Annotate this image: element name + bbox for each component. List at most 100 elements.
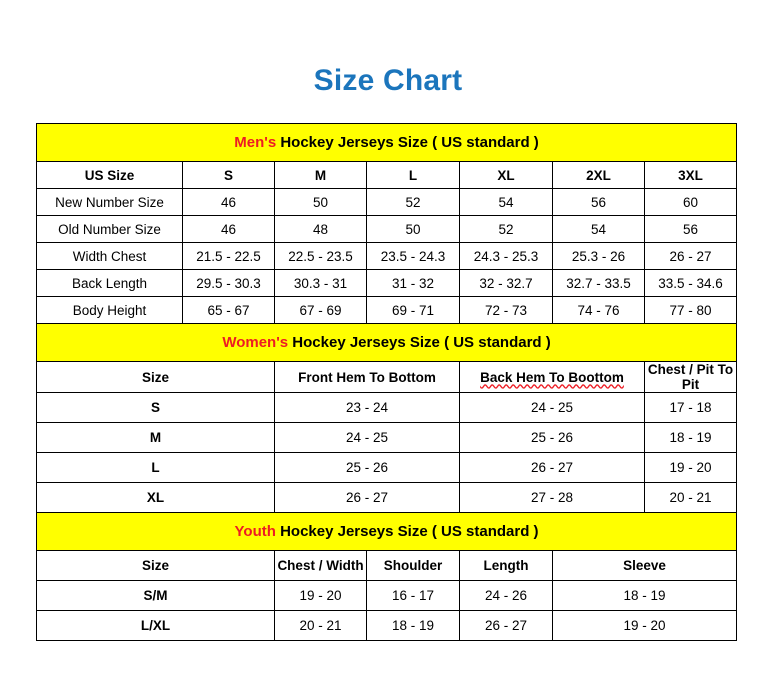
mens-cell-0-4: 56 [552, 188, 645, 216]
womens-col-header-1: Front Hem To Bottom [274, 361, 460, 393]
womens-header-row: Size Front Hem To Bottom Back Hem To Boo… [36, 361, 738, 393]
mens-cell-3-4: 32.7 - 33.5 [552, 269, 645, 297]
womens-col-header-2-text: Back Hem To Boottom [480, 369, 624, 385]
mens-row-label-1: Old Number Size [36, 215, 183, 243]
mens-cell-2-5: 26 - 27 [643, 242, 738, 270]
youth-row-label-0: S/M [36, 580, 275, 611]
womens-cell-1-0: 24 - 25 [274, 422, 460, 453]
mens-col-header-1: S [182, 161, 275, 189]
mens-col-header-0: US Size [36, 161, 183, 189]
mens-cell-1-4: 54 [552, 215, 645, 243]
mens-cell-0-0: 46 [182, 188, 275, 216]
mens-cell-4-0: 65 - 67 [182, 296, 275, 324]
mens-banner-rest: Hockey Jerseys Size ( US standard ) [276, 134, 539, 151]
table-row: S 23 - 24 24 - 25 17 - 18 [36, 392, 738, 423]
mens-cell-2-2: 23.5 - 24.3 [366, 242, 460, 270]
mens-header-row: US Size S M L XL 2XL 3XL [36, 161, 738, 189]
youth-cell-1-0: 20 - 21 [274, 610, 367, 641]
youth-cell-1-1: 18 - 19 [366, 610, 460, 641]
mens-banner-accent: Men's [234, 134, 277, 151]
youth-cell-1-3: 19 - 20 [551, 610, 738, 641]
mens-cell-2-0: 21.5 - 22.5 [182, 242, 275, 270]
mens-cell-3-0: 29.5 - 30.3 [182, 269, 275, 297]
youth-col-header-1: Chest / Width [274, 550, 367, 581]
table-row: M 24 - 25 25 - 26 18 - 19 [36, 422, 738, 453]
youth-banner-cell: Youth Hockey Jerseys Size ( US standard … [35, 512, 738, 551]
mens-col-header-2: M [274, 161, 367, 189]
mens-col-header-6: 3XL [643, 161, 738, 189]
womens-banner-rest: Hockey Jerseys Size ( US standard ) [288, 334, 551, 351]
mens-cell-3-1: 30.3 - 31 [274, 269, 367, 297]
mens-cell-1-3: 52 [459, 215, 553, 243]
youth-cell-0-2: 24 - 26 [459, 580, 553, 611]
womens-cell-3-2: 20 - 21 [643, 482, 738, 513]
table-row: Old Number Size 46 48 50 52 54 56 [36, 215, 738, 243]
mens-cell-1-1: 48 [274, 215, 367, 243]
womens-cell-2-1: 26 - 27 [459, 452, 645, 483]
table-row: XL 26 - 27 27 - 28 20 - 21 [36, 482, 738, 513]
page-title: Size Chart [313, 64, 463, 97]
womens-cell-0-0: 23 - 24 [274, 392, 460, 423]
table-row: L/XL 20 - 21 18 - 19 26 - 27 19 - 20 [36, 610, 738, 641]
womens-row-label-0: S [36, 392, 275, 423]
mens-cell-0-5: 60 [643, 188, 738, 216]
youth-col-header-2: Shoulder [366, 550, 460, 581]
mens-cell-4-4: 74 - 76 [552, 296, 645, 324]
mens-col-header-3: L [366, 161, 460, 189]
mens-cell-3-2: 31 - 32 [366, 269, 460, 297]
mens-cell-4-3: 72 - 73 [459, 296, 553, 324]
womens-cell-3-1: 27 - 28 [459, 482, 645, 513]
womens-banner-accent: Women's [222, 334, 289, 351]
mens-row-label-0: New Number Size [36, 188, 183, 216]
mens-banner-cell: Men's Hockey Jerseys Size ( US standard … [35, 123, 738, 162]
mens-row-label-2: Width Chest [36, 242, 183, 270]
youth-banner-rest: Hockey Jerseys Size ( US standard ) [275, 523, 539, 540]
mens-cell-1-0: 46 [182, 215, 275, 243]
womens-banner-row: Women's Hockey Jerseys Size ( US standar… [35, 323, 738, 362]
womens-cell-1-2: 18 - 19 [643, 422, 738, 453]
mens-cell-4-5: 77 - 80 [643, 296, 738, 324]
mens-cell-1-5: 56 [643, 215, 738, 243]
womens-col-header-2: Back Hem To Boottom [459, 361, 645, 393]
mens-row-label-4: Body Height [36, 296, 183, 324]
womens-cell-0-2: 17 - 18 [643, 392, 738, 423]
mens-cell-2-1: 22.5 - 23.5 [274, 242, 367, 270]
youth-header-row: Size Chest / Width Shoulder Length Sleev… [36, 550, 738, 581]
mens-cell-3-3: 32 - 32.7 [459, 269, 553, 297]
table-row: L 25 - 26 26 - 27 19 - 20 [36, 452, 738, 483]
mens-cell-0-2: 52 [366, 188, 460, 216]
mens-cell-0-1: 50 [274, 188, 367, 216]
table-row: Width Chest 21.5 - 22.5 22.5 - 23.5 23.5… [36, 242, 738, 270]
mens-cell-3-5: 33.5 - 34.6 [643, 269, 738, 297]
womens-cell-1-1: 25 - 26 [459, 422, 645, 453]
mens-cell-4-2: 69 - 71 [366, 296, 460, 324]
womens-col-header-3: Chest / Pit To Pit [643, 361, 738, 393]
mens-cell-0-3: 54 [459, 188, 553, 216]
mens-cell-2-3: 24.3 - 25.3 [459, 242, 553, 270]
youth-cell-0-1: 16 - 17 [366, 580, 460, 611]
youth-cell-1-2: 26 - 27 [459, 610, 553, 641]
womens-cell-2-0: 25 - 26 [274, 452, 460, 483]
size-chart-table: Men's Hockey Jerseys Size ( US standard … [35, 123, 738, 641]
womens-cell-0-1: 24 - 25 [459, 392, 645, 423]
table-row: Back Length 29.5 - 30.3 30.3 - 31 31 - 3… [36, 269, 738, 297]
size-chart-body: Men's Hockey Jerseys Size ( US standard … [35, 123, 738, 641]
youth-col-header-0: Size [36, 550, 275, 581]
mens-banner-row: Men's Hockey Jerseys Size ( US standard … [35, 123, 738, 162]
womens-row-label-2: L [36, 452, 275, 483]
youth-row-label-1: L/XL [36, 610, 275, 641]
mens-col-header-5: 2XL [552, 161, 645, 189]
womens-row-label-3: XL [36, 482, 275, 513]
womens-row-label-1: M [36, 422, 275, 453]
womens-col-header-0: Size [36, 361, 275, 393]
size-chart-table-wrapper: Men's Hockey Jerseys Size ( US standard … [35, 123, 738, 641]
youth-banner-accent: Youth [234, 523, 276, 540]
womens-banner-cell: Women's Hockey Jerseys Size ( US standar… [35, 323, 738, 362]
youth-banner-row: Youth Hockey Jerseys Size ( US standard … [35, 512, 738, 551]
youth-col-header-4: Sleeve [551, 550, 738, 581]
youth-cell-0-3: 18 - 19 [551, 580, 738, 611]
womens-cell-2-2: 19 - 20 [643, 452, 738, 483]
mens-cell-2-4: 25.3 - 26 [552, 242, 645, 270]
youth-col-header-3: Length [459, 550, 553, 581]
